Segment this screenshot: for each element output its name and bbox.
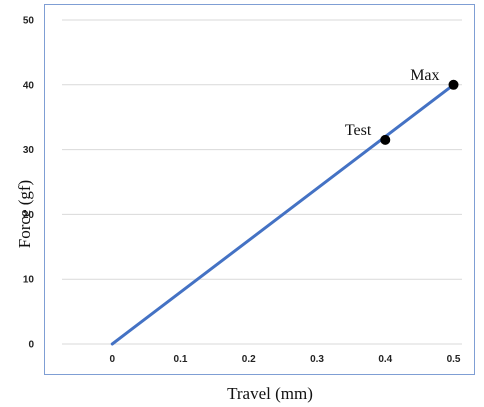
- series-layer: [110, 83, 456, 346]
- gridlines: [62, 19, 462, 345]
- y-tick-label-3: 30: [23, 145, 35, 156]
- marker-layer: Test Max: [345, 67, 459, 145]
- point-marker-test: [380, 134, 391, 145]
- y-tick-label-0: 0: [28, 340, 34, 351]
- y-tick-label-4: 40: [23, 80, 35, 91]
- y-tick-labels: 0 10 20 30 40 50: [23, 16, 35, 351]
- point-label-test: Test: [345, 122, 372, 139]
- x-tick-label-1: 0.1: [174, 354, 188, 365]
- x-axis-title: Travel (mm): [227, 384, 313, 403]
- y-tick-label-5: 50: [23, 16, 35, 27]
- x-tick-label-4: 0.4: [378, 354, 392, 365]
- y-tick-label-2: 20: [23, 210, 35, 221]
- point-marker-max: [448, 79, 459, 90]
- x-tick-label-5: 0.5: [447, 354, 461, 365]
- plot-frame: [44, 4, 475, 375]
- x-tick-label-0: 0: [109, 354, 115, 365]
- series-line-0: [110, 83, 456, 346]
- y-axis-title: Force (gf): [15, 180, 34, 248]
- point-label-max: Max: [410, 67, 439, 84]
- x-tick-labels: 0 0.1 0.2 0.3 0.4 0.5: [109, 354, 460, 365]
- x-tick-label-3: 0.3: [310, 354, 324, 365]
- x-tick-label-2: 0.2: [242, 354, 256, 365]
- y-tick-label-1: 10: [23, 275, 35, 286]
